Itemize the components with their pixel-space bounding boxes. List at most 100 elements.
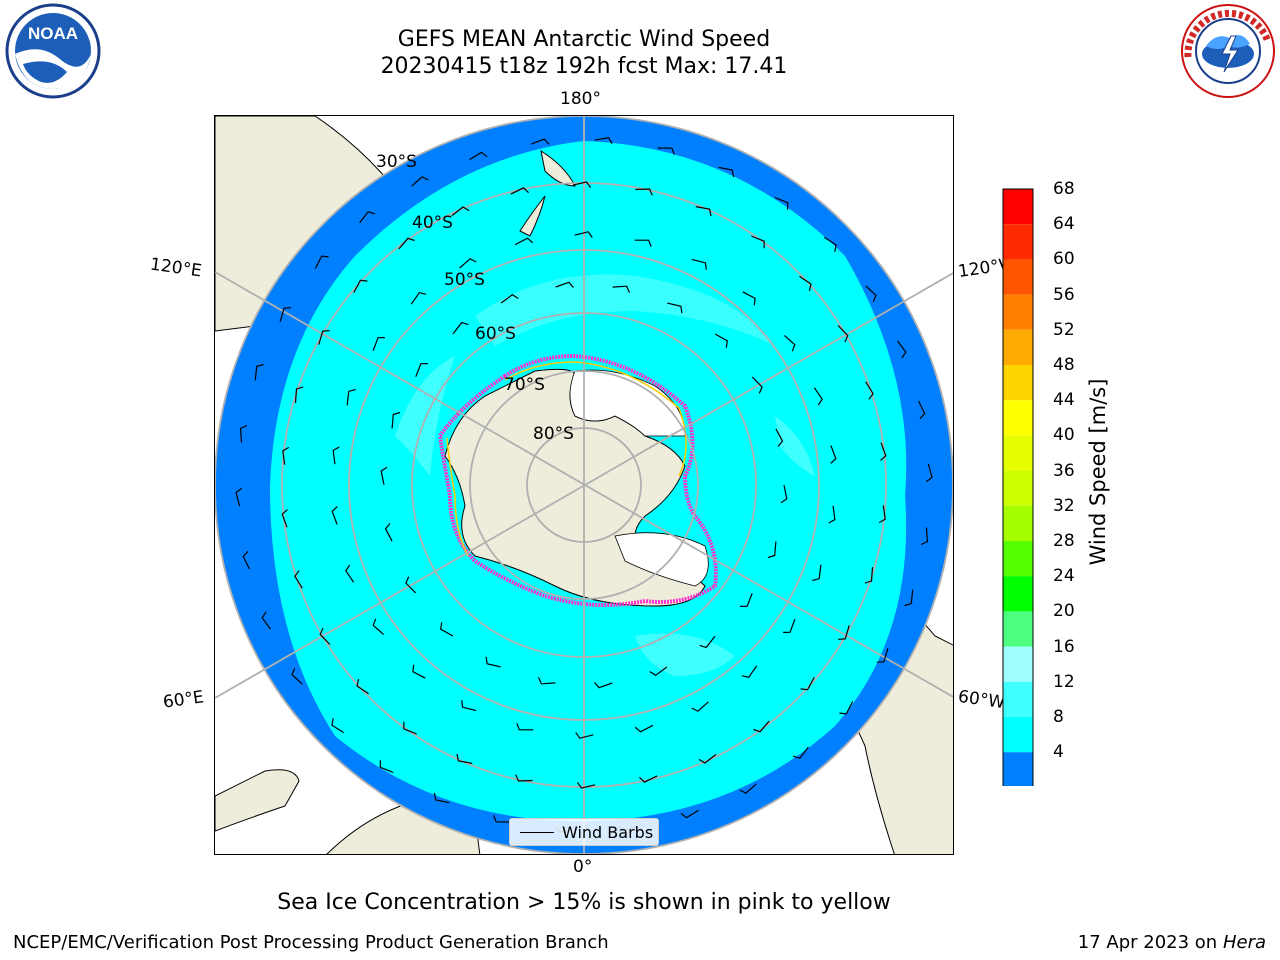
wind-barb bbox=[880, 442, 887, 461]
wind-barb bbox=[451, 206, 470, 217]
wind-barb bbox=[739, 783, 757, 794]
wind-barb bbox=[780, 485, 788, 504]
wind-barb bbox=[572, 181, 592, 188]
colorbar-segment bbox=[1003, 189, 1033, 225]
colorbar-label: Wind Speed [m/s] bbox=[1086, 378, 1110, 566]
colorbar-tick-label: 32 bbox=[1053, 495, 1075, 516]
wind-barb bbox=[459, 258, 477, 269]
sea-ice-edge bbox=[437, 353, 718, 607]
lon-label-60w: 60°W bbox=[956, 686, 1007, 714]
colorbar-segment bbox=[1003, 752, 1033, 786]
wind-barb bbox=[792, 746, 809, 759]
ice-shelf-weddell bbox=[614, 532, 709, 587]
wind-barb bbox=[500, 293, 519, 304]
wind-barb bbox=[920, 527, 929, 546]
colorbar-segment bbox=[1003, 541, 1033, 577]
wind-barb bbox=[314, 255, 329, 269]
wind-barb bbox=[813, 387, 823, 406]
colorbar-tick-label: 64 bbox=[1053, 214, 1075, 235]
wind-barb bbox=[714, 333, 728, 348]
colorbar-tick-label: 8 bbox=[1053, 707, 1064, 727]
wind-barb bbox=[356, 678, 369, 695]
wind-barb bbox=[638, 775, 658, 783]
colorbar-tick-label: 48 bbox=[1053, 355, 1075, 375]
polar-map bbox=[214, 115, 954, 855]
footer-credit: NCEP/EMC/Verification Post Processing Pr… bbox=[13, 932, 609, 953]
wind-barb bbox=[261, 611, 271, 630]
wind-barb bbox=[555, 281, 574, 288]
wind-barb bbox=[699, 635, 716, 649]
colorbar-tick-label: 44 bbox=[1053, 390, 1075, 411]
wind-barb bbox=[878, 505, 886, 524]
colorbar-segment bbox=[1003, 259, 1033, 295]
wind-barb bbox=[740, 593, 753, 607]
colorbar-tick-label: 52 bbox=[1053, 319, 1075, 340]
colorbar-tick-label: 68 bbox=[1053, 179, 1075, 199]
lat-label-80s: 80°S bbox=[533, 424, 574, 444]
colorbar-tick-label: 24 bbox=[1053, 566, 1075, 587]
wind-barb bbox=[576, 782, 596, 789]
wind-barb bbox=[751, 235, 765, 249]
wind-barb bbox=[254, 363, 264, 381]
colorbar-segment bbox=[1003, 224, 1033, 260]
wind-barb bbox=[440, 622, 454, 637]
colorbar-segment bbox=[1003, 611, 1033, 647]
wind-barb bbox=[372, 337, 386, 352]
colorbar-segment bbox=[1003, 576, 1033, 612]
wind-barb bbox=[751, 376, 763, 394]
chart-subtitle: 20230415 t18z 192h fcst Max: 17.41 bbox=[380, 54, 788, 79]
wind-barb bbox=[412, 664, 426, 679]
wind-barb bbox=[800, 677, 815, 691]
colorbar-tick-label: 56 bbox=[1053, 284, 1075, 305]
lon-label-0: 0° bbox=[573, 857, 593, 877]
wind-barb bbox=[235, 487, 242, 507]
wind-barb bbox=[904, 589, 914, 607]
wind-barb bbox=[865, 285, 877, 303]
wind-barb bbox=[799, 275, 812, 292]
wind-barb bbox=[379, 760, 394, 774]
wind-barb bbox=[838, 625, 850, 640]
wind-barb bbox=[345, 564, 355, 583]
wind-barb bbox=[634, 239, 652, 247]
wind-barb bbox=[510, 187, 530, 195]
wind-barb bbox=[594, 137, 613, 145]
wind-barb bbox=[530, 138, 550, 145]
lat-label-70s: 70°S bbox=[504, 375, 545, 395]
colorbar-segment bbox=[1003, 505, 1033, 541]
wind-barb bbox=[294, 570, 303, 589]
wind-barb bbox=[718, 166, 735, 178]
wind-barb bbox=[469, 151, 488, 161]
wind-barb bbox=[485, 656, 501, 668]
colorbar-tick-label: 40 bbox=[1053, 425, 1075, 446]
wind-barb bbox=[403, 721, 417, 735]
wind-barb bbox=[926, 463, 933, 483]
colorbar-frame bbox=[1002, 188, 1034, 786]
wind-barb bbox=[384, 523, 393, 542]
wind-barb bbox=[775, 428, 784, 447]
colorbar-segment bbox=[1003, 470, 1033, 506]
polar-map-svg bbox=[215, 116, 953, 854]
wind-barb bbox=[433, 792, 450, 804]
wind-barb bbox=[918, 400, 926, 420]
wind-barb bbox=[452, 321, 469, 335]
wind-barb bbox=[574, 231, 593, 238]
wind-barb bbox=[411, 176, 429, 187]
lon-label-180: 180° bbox=[560, 89, 601, 109]
colorbar-segment bbox=[1003, 646, 1033, 682]
wind-barb bbox=[839, 701, 854, 715]
wind-barb bbox=[753, 720, 770, 733]
lat-label-60s: 60°S bbox=[475, 324, 516, 344]
noaa-logo: NOAA bbox=[5, 3, 101, 99]
wind-barb bbox=[698, 753, 717, 764]
wind-barb bbox=[812, 564, 822, 582]
wind-barb bbox=[537, 677, 556, 685]
wind-barb bbox=[612, 285, 631, 293]
colorbar-tick-label: 12 bbox=[1053, 671, 1075, 692]
colorbar-tick-label: 28 bbox=[1053, 531, 1075, 551]
wind-barb bbox=[830, 445, 837, 464]
wind-barb bbox=[410, 292, 427, 305]
sea-ice-caption: Sea Ice Concentration > 15% is shown in … bbox=[277, 890, 891, 915]
wind-barb bbox=[456, 753, 473, 764]
wind-barb bbox=[680, 809, 699, 819]
wind-barb bbox=[767, 541, 777, 559]
